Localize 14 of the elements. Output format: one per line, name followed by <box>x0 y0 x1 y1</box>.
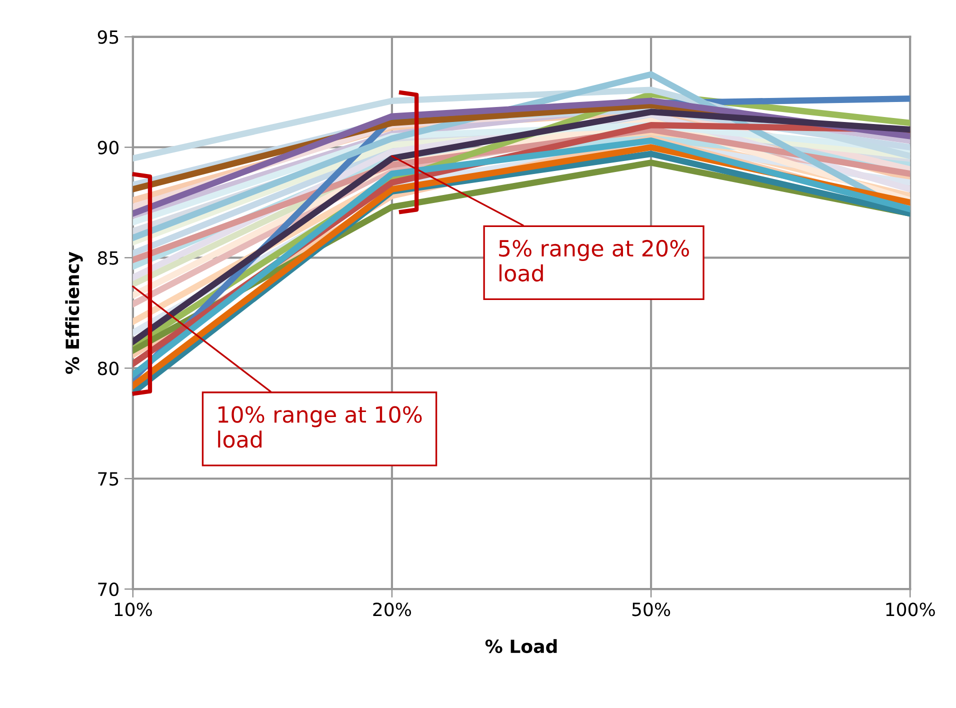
annotation: 5% range at 20% load <box>499 240 689 282</box>
x-axis-title: % Load <box>485 639 557 654</box>
y-tick-label: 95 <box>98 30 118 44</box>
y-axis-title: % Efficiency <box>65 252 83 374</box>
y-tick-label: 75 <box>98 472 118 486</box>
y-tick-label: 85 <box>98 251 118 265</box>
y-tick-label: 90 <box>98 140 118 154</box>
annotation: 10% range at 10% load <box>218 406 422 448</box>
y-tick-label: 70 <box>98 582 118 596</box>
x-tick-label: 20% <box>373 602 412 616</box>
y-tick-label: 80 <box>98 362 118 376</box>
x-tick-label: 10% <box>114 602 152 616</box>
x-tick-label: 50% <box>632 602 670 616</box>
x-tick-label: 100% <box>886 602 935 616</box>
